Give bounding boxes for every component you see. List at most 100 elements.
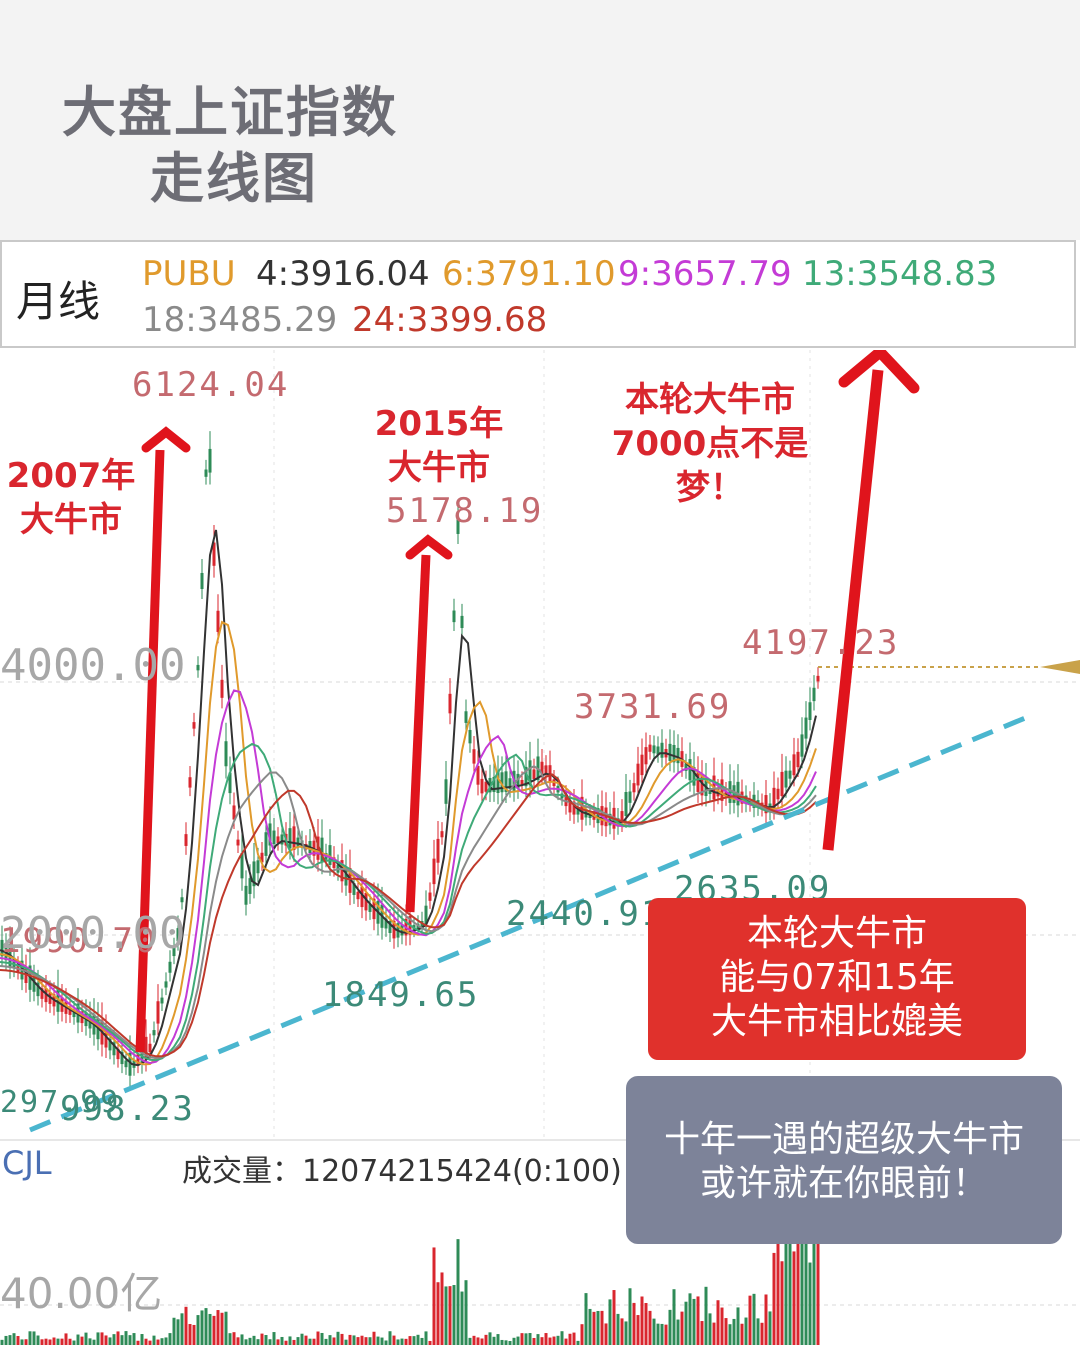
volume-bar — [84, 1332, 88, 1345]
candle-body — [520, 779, 524, 786]
volume-bar — [772, 1252, 776, 1345]
volume-bar — [596, 1310, 600, 1345]
volume-bar — [504, 1340, 508, 1345]
candle-body — [568, 802, 572, 813]
candle-body — [620, 811, 624, 823]
annotation-current: 本轮大牛市 7000点不是 梦！ — [611, 380, 809, 508]
volume-bar — [208, 1313, 212, 1345]
legend-item-ma4: 4:3916.04 — [256, 254, 430, 294]
volume-bar — [272, 1332, 276, 1345]
volume-value: 成交量：12074215424(0:100) — [182, 1154, 622, 1189]
page-title: 大盘上证指数 — [62, 81, 398, 144]
candle-body — [352, 883, 356, 895]
ma-line-9 — [0, 689, 817, 1065]
volume-bar — [640, 1296, 644, 1345]
volume-bar — [436, 1282, 440, 1345]
volume-bar — [412, 1336, 416, 1345]
candle-body — [444, 779, 448, 804]
volume-bar — [284, 1340, 288, 1345]
volume-bar — [372, 1331, 376, 1345]
volume-bar — [568, 1333, 572, 1345]
volume-bar — [80, 1336, 84, 1345]
volume-bar — [812, 1209, 816, 1345]
candle-body — [160, 997, 164, 1004]
volume-bar — [608, 1299, 612, 1345]
candle-body — [252, 861, 256, 887]
candle-body — [196, 664, 200, 671]
volume-bar — [612, 1290, 616, 1345]
candle-body — [124, 1060, 128, 1068]
volume-bar — [144, 1338, 148, 1345]
annotation-2007: 2007年 大牛市 — [6, 456, 136, 540]
volume-bar — [560, 1331, 564, 1345]
volume-bar — [524, 1333, 528, 1345]
volume-indicator-label[interactable]: CJL — [2, 1144, 52, 1182]
callout-red: 本轮大牛市 能与07和15年 大牛市相比媲美 — [648, 898, 1026, 1060]
volume-bar — [32, 1331, 36, 1345]
ma-line-13 — [0, 742, 817, 1062]
candle-body — [288, 828, 292, 849]
candle-body — [636, 763, 640, 786]
candle-body — [112, 1042, 116, 1056]
candle-body — [548, 765, 552, 783]
candle-body — [236, 839, 240, 846]
candle-body — [388, 920, 392, 934]
volume-bar — [60, 1338, 64, 1345]
volume-bar — [616, 1313, 620, 1345]
volume-bar — [388, 1331, 392, 1345]
volume-bar — [500, 1339, 504, 1345]
candle-body — [264, 832, 268, 856]
candle-body — [800, 734, 804, 757]
volume-bar — [136, 1340, 140, 1345]
candle-body — [208, 448, 212, 473]
volume-bar — [332, 1337, 336, 1345]
volume-bar — [40, 1339, 44, 1345]
volume-bar — [580, 1324, 584, 1345]
volume-bar — [360, 1335, 364, 1345]
label-peak-2015: 5178.19 — [386, 491, 543, 531]
volume-bar — [416, 1334, 420, 1345]
candle-body — [256, 860, 260, 874]
candle-body — [476, 765, 480, 785]
page-subtitle: 走线图 — [150, 147, 318, 210]
volume-bar — [308, 1338, 312, 1345]
volume-bar — [696, 1296, 700, 1345]
price-chart[interactable]: 6124.04 5178.19 4197.23 3731.69 1990.70 … — [0, 350, 1080, 1358]
volume-bar — [452, 1285, 456, 1345]
volume-bar — [732, 1318, 736, 1345]
volume-bar — [260, 1333, 264, 1345]
candle-body — [776, 788, 780, 800]
volume-bar — [512, 1337, 516, 1345]
volume-bar — [48, 1339, 52, 1345]
volume-bar — [280, 1336, 284, 1345]
volume-bar — [480, 1338, 484, 1345]
volume-bar — [264, 1335, 268, 1345]
volume-bar — [364, 1337, 368, 1345]
candle-body — [784, 770, 788, 788]
ma-line-6 — [0, 620, 817, 1066]
volume-bar — [532, 1337, 536, 1345]
volume-bar — [528, 1333, 532, 1345]
volume-bar — [776, 1201, 780, 1345]
volume-bar — [548, 1337, 552, 1345]
candle-body — [436, 838, 440, 863]
volume-bar — [184, 1306, 188, 1345]
volume-bar — [748, 1295, 752, 1345]
volume-bar — [672, 1289, 676, 1345]
legend-item-pubu: PUBU — [142, 254, 236, 294]
volume-bar — [132, 1333, 136, 1345]
candle-body — [220, 679, 224, 698]
candle-body — [504, 771, 508, 792]
candle-body — [260, 852, 264, 863]
support-trendline — [29, 713, 1031, 1133]
candle-body — [224, 741, 228, 767]
callout-gray: 十年一遇的超级大牛市 或许就在你眼前！ — [626, 1076, 1062, 1244]
volume-bar — [804, 1218, 808, 1345]
candle-body — [272, 830, 276, 845]
volume-bar — [720, 1307, 724, 1345]
volume-bar — [736, 1307, 740, 1345]
candle-body — [0, 939, 4, 957]
period-label[interactable]: 月线 — [16, 277, 101, 326]
volume-bar — [680, 1311, 684, 1345]
candle-body — [228, 772, 232, 794]
